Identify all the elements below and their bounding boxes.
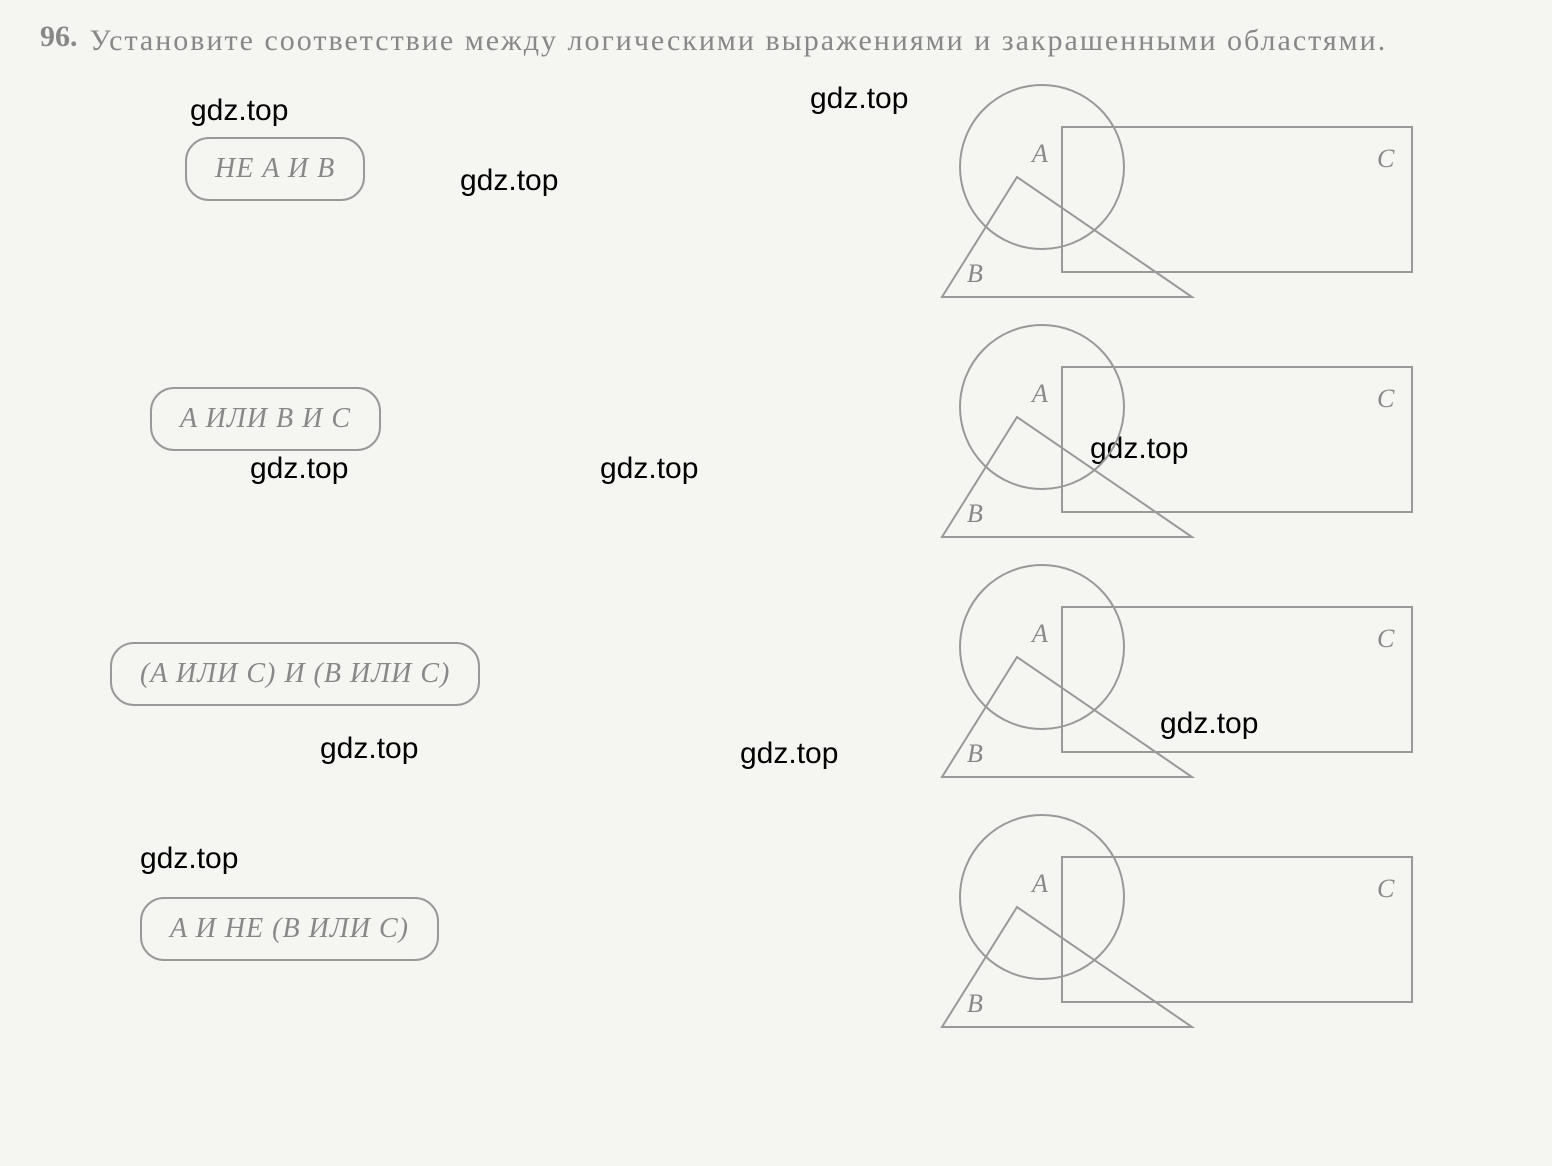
label-a: A xyxy=(1030,869,1048,898)
venn-diagram-3: A B C xyxy=(892,812,1422,1047)
expression-box-0: НЕ A И B xyxy=(185,137,365,201)
watermark-7: gdz.top xyxy=(740,737,838,771)
label-c: C xyxy=(1377,384,1395,413)
label-b: B xyxy=(967,259,983,288)
label-a: A xyxy=(1030,139,1048,168)
watermark-0: gdz.top xyxy=(190,94,288,128)
expression-box-2: (A ИЛИ C) И (B ИЛИ C) xyxy=(110,642,480,706)
label-c: C xyxy=(1377,144,1395,173)
watermark-4: gdz.top xyxy=(600,452,698,486)
task-number: 96. xyxy=(40,20,78,54)
watermark-6: gdz.top xyxy=(320,732,418,766)
task-text: Установите соответствие между логическим… xyxy=(86,20,1388,62)
set-c-rect xyxy=(1062,857,1412,1002)
set-c-rect xyxy=(1062,607,1412,752)
set-c-rect xyxy=(1062,367,1412,512)
expression-box-3: A И НЕ (B ИЛИ C) xyxy=(140,897,439,961)
watermark-9: gdz.top xyxy=(140,842,238,876)
label-c: C xyxy=(1377,874,1395,903)
task-header: 96. Установите соответствие между логиче… xyxy=(40,20,1512,62)
label-b: B xyxy=(967,499,983,528)
content-area: НЕ A И B A ИЛИ B И C (A ИЛИ C) И (B ИЛИ C)… xyxy=(40,82,1512,1102)
set-c-rect xyxy=(1062,127,1412,272)
label-a: A xyxy=(1030,619,1048,648)
label-b: B xyxy=(967,989,983,1018)
label-b: B xyxy=(967,739,983,768)
label-a: A xyxy=(1030,379,1048,408)
venn-diagram-0: A B C xyxy=(892,82,1422,317)
venn-diagram-2: A B C xyxy=(892,562,1422,797)
expression-box-1: A ИЛИ B И C xyxy=(150,387,381,451)
watermark-3: gdz.top xyxy=(250,452,348,486)
label-c: C xyxy=(1377,624,1395,653)
watermark-1: gdz.top xyxy=(460,164,558,198)
venn-diagram-1: A B C xyxy=(892,322,1422,557)
